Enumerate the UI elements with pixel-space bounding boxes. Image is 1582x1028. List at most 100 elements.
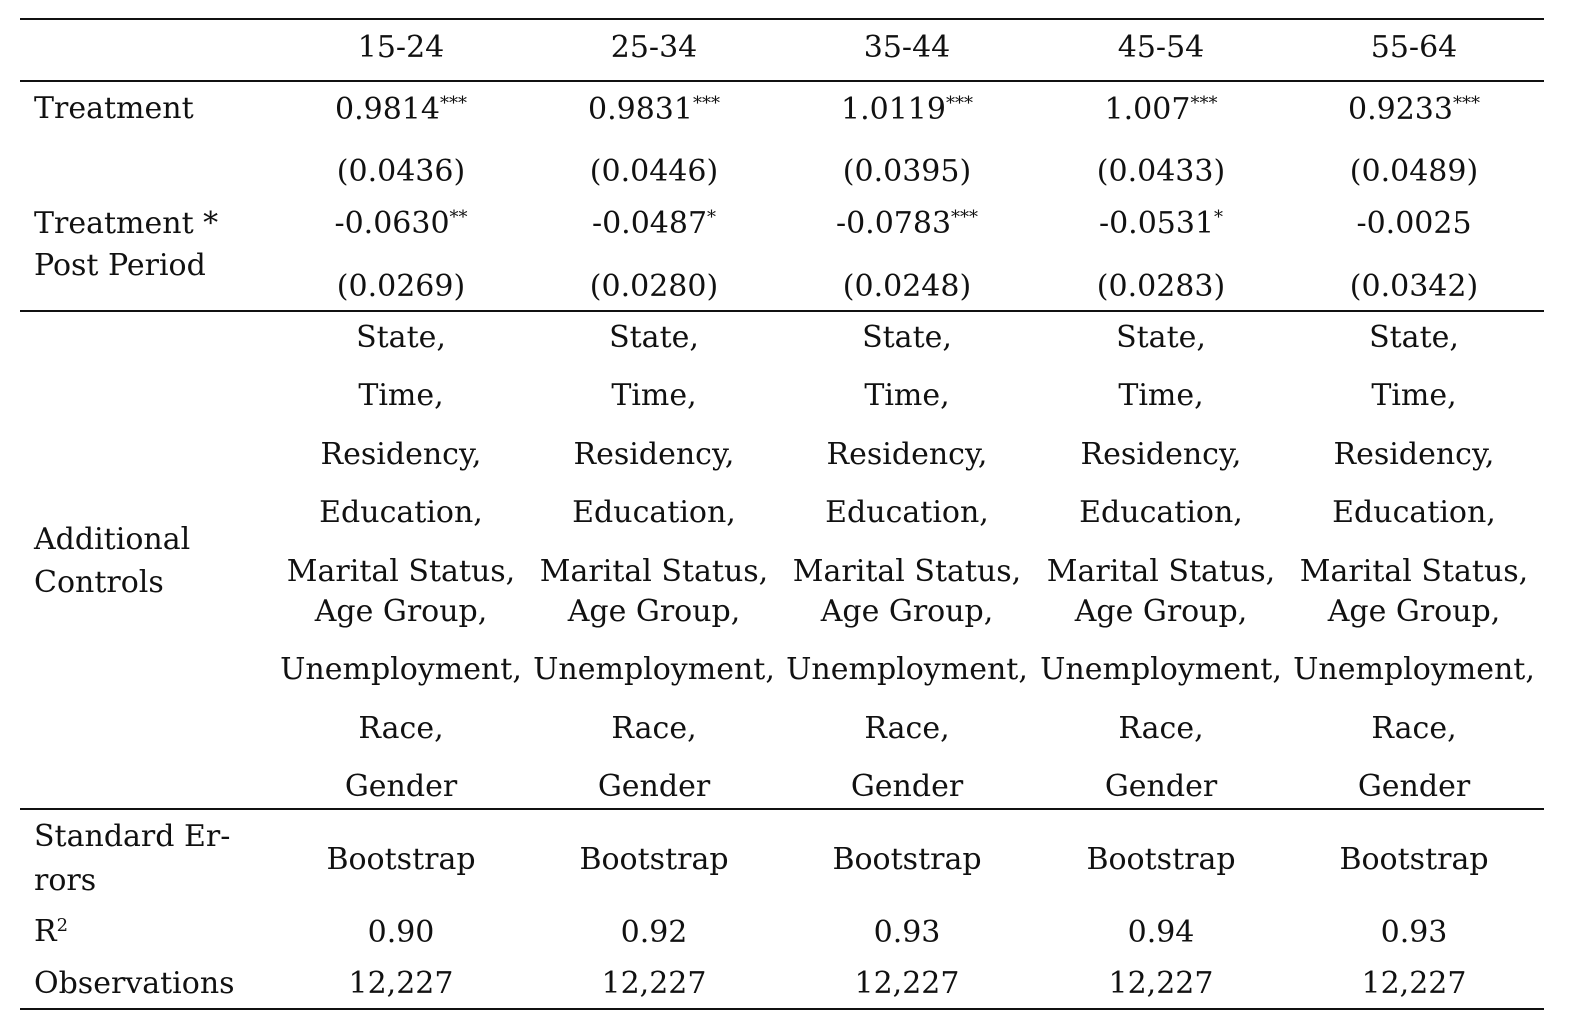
treatment-se: (0.0446) [589,154,719,189]
control-item: Time, [358,378,444,413]
control-item: Residency, [826,437,988,472]
row-label-se-line1: Standard Er- [34,819,231,854]
coef-value: 0.9233 [1348,92,1453,127]
row-label-r2: R2 [34,911,68,953]
interaction-se: (0.0248) [842,269,972,304]
row-label-interaction-line1: Treatment * [34,206,219,241]
row-label-interaction-line2: Post Period [34,248,206,283]
coef-value: 1.0119 [841,92,946,127]
control-item: State, [609,320,699,355]
interaction-coef: -0.0531* [1099,206,1223,242]
coef-block-rule [20,310,1544,312]
se-method: Bootstrap [1339,842,1489,877]
r2-value: 0.93 [1380,915,1448,950]
row-label-controls-line1: Additional [34,522,191,557]
column-header: 55-64 [1370,30,1458,65]
coef-value: 0.9831 [588,92,693,127]
interaction-se: (0.0269) [336,269,466,304]
control-item: Race, [611,711,697,746]
control-item: Age Group, [820,594,994,629]
coef-value: 0.9814 [335,92,440,127]
control-item: Marital Status, [1299,554,1529,589]
control-item: Gender [850,769,964,804]
control-item: Unemployment, [786,652,1028,687]
r2-letter: R [34,914,57,949]
treatment-coef: 1.0119*** [841,92,973,128]
control-item: Gender [1357,769,1471,804]
interaction-coef: -0.0487* [592,206,716,242]
control-item: Education, [1079,495,1243,530]
control-item: Marital Status, [286,554,516,589]
control-item: State, [862,320,952,355]
significance-stars: ** [449,207,468,228]
top-rule [20,18,1544,20]
se-method: Bootstrap [579,842,729,877]
control-item: Education, [825,495,989,530]
se-method: Bootstrap [1086,842,1236,877]
r2-value: 0.92 [620,915,688,950]
significance-stars: * [1214,207,1224,228]
control-item: Gender [344,769,458,804]
control-item: Race, [358,711,444,746]
significance-stars: *** [1190,93,1218,114]
control-item: Race, [864,711,950,746]
treatment-coef: 0.9831*** [588,92,720,128]
row-label-se-line2: rors [34,863,97,898]
control-item: Residency, [573,437,735,472]
control-item: Education, [572,495,736,530]
coef-value: 1.007 [1104,92,1191,127]
coef-value: -0.0783 [835,206,952,241]
observations-value: 12,227 [1361,966,1467,1001]
significance-stars: *** [439,93,467,114]
treatment-se: (0.0489) [1349,154,1479,189]
coef-value: -0.0025 [1356,206,1472,241]
treatment-se: (0.0433) [1096,154,1226,189]
r2-value: 0.94 [1127,915,1195,950]
treatment-coef: 1.007*** [1105,92,1218,128]
controls-block-rule [20,808,1544,810]
interaction-se: (0.0283) [1096,269,1226,304]
significance-stars: *** [951,207,979,228]
control-item: Age Group, [1327,594,1501,629]
control-item: Race, [1118,711,1204,746]
control-item: Marital Status, [539,554,769,589]
coef-value: -0.0487 [591,206,708,241]
significance-stars: *** [1452,93,1480,114]
row-label-observations: Observations [34,966,235,1001]
row-label-controls-line2: Controls [34,565,164,600]
control-item: Unemployment, [1040,652,1282,687]
control-item: Age Group, [567,594,741,629]
observations-value: 12,227 [348,966,454,1001]
control-item: Age Group, [314,594,488,629]
r2-value: 0.93 [873,915,941,950]
interaction-se: (0.0280) [589,269,719,304]
control-item: Race, [1371,711,1457,746]
significance-stars: *** [945,93,973,114]
r2-superscript: 2 [56,915,69,936]
column-header: 35-44 [863,30,951,65]
observations-value: 12,227 [601,966,707,1001]
se-method: Bootstrap [326,842,476,877]
treatment-se: (0.0436) [336,154,466,189]
observations-value: 12,227 [854,966,960,1001]
treatment-coef: 0.9814*** [335,92,467,128]
interaction-coef: -0.0783*** [836,206,978,242]
control-item: Time, [1371,378,1457,413]
control-item: Unemployment, [533,652,775,687]
significance-stars: * [707,207,717,228]
control-item: Gender [597,769,711,804]
interaction-coef: -0.0630** [334,206,467,242]
control-item: Residency, [1333,437,1495,472]
observations-value: 12,227 [1108,966,1214,1001]
r2-value: 0.90 [367,915,435,950]
coef-value: -0.0531 [1098,206,1215,241]
interaction-se: (0.0342) [1349,269,1479,304]
control-item: State, [356,320,446,355]
control-item: State, [1369,320,1459,355]
interaction-coef: -0.0025 [1356,206,1471,242]
control-item: Marital Status, [1046,554,1276,589]
control-item: State, [1116,320,1206,355]
control-item: Gender [1104,769,1218,804]
se-method: Bootstrap [832,842,982,877]
control-item: Education, [319,495,483,530]
